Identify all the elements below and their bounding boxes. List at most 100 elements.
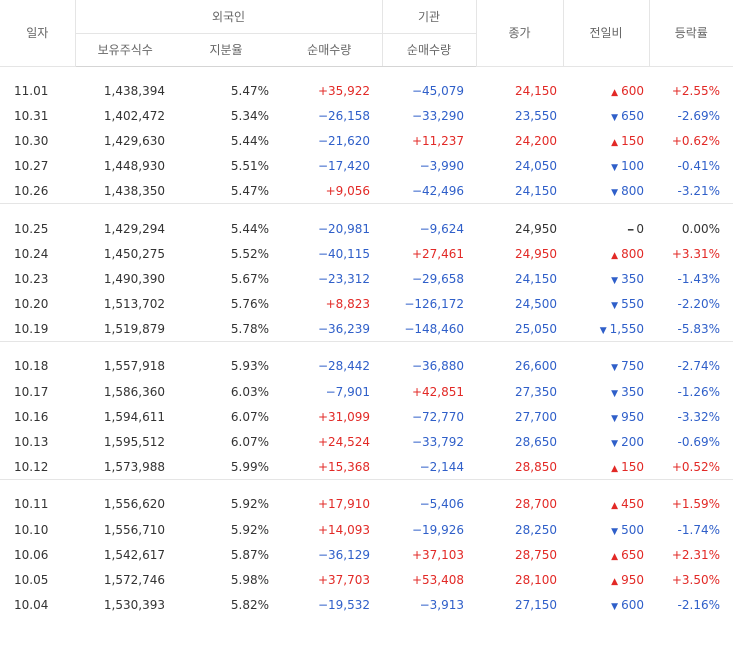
table-row: 10.16 1,594,611 6.07% +31,099 −72,770 27,700 ▼… xyxy=(0,404,733,429)
foreign-net-cell: +15,368 xyxy=(317,459,370,474)
foreign-net-cell: +35,922 xyxy=(317,83,370,98)
table-header: 일자 외국인 기관 종가 전일비 등락률 보유주식수 지분율 순매수량 순매수량 xyxy=(0,0,733,67)
close-cell: 28,250 xyxy=(515,522,557,537)
foreign-net-cell: −21,620 xyxy=(317,133,370,148)
inst-net-cell: −29,658 xyxy=(411,271,464,286)
triangle-down-icon: ▼ xyxy=(611,275,619,286)
ratio-cell: 6.07% xyxy=(230,409,269,424)
header-foreign-net: 순매수량 xyxy=(277,33,382,67)
header-rate: 등락률 xyxy=(648,0,733,67)
holdings-cell: 1,556,620 xyxy=(103,497,165,512)
foreign-net-cell: +37,703 xyxy=(317,572,370,587)
ratio-cell: 5.82% xyxy=(230,598,269,613)
triangle-down-icon: ▼ xyxy=(611,526,619,537)
change-cell: ▲ 800 xyxy=(563,241,649,266)
rate-cell: +0.52% xyxy=(671,459,720,474)
close-cell: 24,200 xyxy=(515,133,557,148)
dash-icon: ━ xyxy=(627,225,634,236)
foreign-net-cell: +14,093 xyxy=(317,522,370,537)
date-cell: 10.16 xyxy=(14,409,49,424)
date-cell: 10.04 xyxy=(14,598,49,613)
triangle-down-icon: ▼ xyxy=(611,413,619,424)
foreign-net-cell: −23,312 xyxy=(317,271,370,286)
rate-cell: -1.74% xyxy=(677,522,720,537)
rate-cell: +0.62% xyxy=(671,133,720,148)
triangle-down-icon: ▼ xyxy=(611,388,619,399)
ratio-cell: 5.44% xyxy=(230,133,269,148)
holdings-cell: 1,556,710 xyxy=(103,522,165,537)
date-cell: 10.25 xyxy=(14,221,49,236)
table-row: 10.05 1,572,746 5.98% +37,703 +53,408 28,100 ▲… xyxy=(0,567,733,592)
group-spacer xyxy=(0,203,733,216)
rate-cell: +3.31% xyxy=(671,246,720,261)
change-value: 800 xyxy=(621,246,644,261)
triangle-down-icon: ▼ xyxy=(611,602,619,613)
header-holdings: 보유주식수 xyxy=(74,33,175,67)
date-cell: 10.06 xyxy=(14,547,49,562)
rate-cell: -1.26% xyxy=(677,384,720,399)
close-cell: 27,150 xyxy=(515,598,557,613)
table-row: 11.01 1,438,394 5.47% +35,922 −45,079 24,150 ▲… xyxy=(0,78,733,103)
close-cell: 27,350 xyxy=(515,384,557,399)
triangle-down-icon: ▼ xyxy=(611,439,619,450)
change-value: 200 xyxy=(621,435,644,450)
date-cell: 10.23 xyxy=(14,271,49,286)
inst-net-cell: −45,079 xyxy=(411,83,464,98)
foreign-net-cell: −7,901 xyxy=(325,384,370,399)
header-ratio: 지분율 xyxy=(175,33,277,67)
table-row: 10.23 1,490,390 5.67% −23,312 −29,658 24,150 ▼… xyxy=(0,266,733,291)
date-cell: 10.05 xyxy=(14,572,49,587)
inst-net-cell: +37,103 xyxy=(411,547,464,562)
inst-net-cell: −42,496 xyxy=(411,184,464,199)
table-row: 10.25 1,429,294 5.44% −20,981 −9,624 24,950 ━ 0… xyxy=(0,216,733,241)
change-value: 600 xyxy=(621,83,644,98)
foreign-net-cell: −40,115 xyxy=(317,246,370,261)
change-cell: ▼ 550 xyxy=(563,292,649,317)
date-cell: 11.01 xyxy=(14,83,49,98)
holdings-cell: 1,519,879 xyxy=(103,322,165,337)
change-value: 650 xyxy=(621,108,644,123)
close-cell: 24,950 xyxy=(515,246,557,261)
inst-net-cell: −19,926 xyxy=(411,522,464,537)
ratio-cell: 5.51% xyxy=(230,159,269,174)
change-value: 450 xyxy=(621,497,644,512)
close-cell: 28,100 xyxy=(515,572,557,587)
inst-net-cell: −5,406 xyxy=(419,497,464,512)
change-value: 0 xyxy=(636,221,644,236)
inst-net-cell: −9,624 xyxy=(419,221,464,236)
triangle-up-icon: ▲ xyxy=(611,87,619,98)
triangle-up-icon: ▲ xyxy=(611,463,619,474)
holdings-cell: 1,594,611 xyxy=(103,409,165,424)
close-cell: 24,150 xyxy=(515,83,557,98)
date-cell: 10.30 xyxy=(14,133,49,148)
rate-cell: -0.41% xyxy=(677,159,720,174)
table-row: 10.13 1,595,512 6.07% +24,524 −33,792 28,650 ▼… xyxy=(0,429,733,454)
inst-net-cell: −148,460 xyxy=(404,322,464,337)
close-cell: 25,050 xyxy=(515,322,557,337)
close-cell: 26,600 xyxy=(515,359,557,374)
table-row: 10.30 1,429,630 5.44% −21,620 +11,237 24,200 ▲… xyxy=(0,128,733,153)
table-row: 10.17 1,586,360 6.03% −7,901 +42,851 27,350 ▼ 3… xyxy=(0,379,733,404)
change-cell: ▲ 450 xyxy=(563,492,649,517)
change-cell: ▼ 750 xyxy=(563,354,649,379)
change-cell: ▲ 150 xyxy=(563,128,649,153)
change-value: 1,550 xyxy=(609,322,644,337)
change-cell: ▲ 150 xyxy=(563,455,649,480)
table-row: 10.18 1,557,918 5.93% −28,442 −36,880 26,600 ▼… xyxy=(0,354,733,379)
ratio-cell: 5.99% xyxy=(230,459,269,474)
date-cell: 10.17 xyxy=(14,384,49,399)
inst-net-cell: −3,990 xyxy=(419,159,464,174)
triangle-down-icon: ▼ xyxy=(611,163,619,174)
close-cell: 28,750 xyxy=(515,547,557,562)
change-cell: ▲ 650 xyxy=(563,542,649,567)
table-row: 10.24 1,450,275 5.52% −40,115 +27,461 24,950 ▲… xyxy=(0,241,733,266)
ratio-cell: 6.03% xyxy=(230,384,269,399)
holdings-cell: 1,429,630 xyxy=(103,133,165,148)
ratio-cell: 5.47% xyxy=(230,83,269,98)
group-spacer xyxy=(0,66,733,78)
triangle-up-icon: ▲ xyxy=(611,501,619,512)
date-cell: 10.31 xyxy=(14,108,49,123)
foreign-net-cell: +8,823 xyxy=(325,297,370,312)
ratio-cell: 5.44% xyxy=(230,221,269,236)
table-row: 10.19 1,519,879 5.78% −36,239 −148,460 25,050… xyxy=(0,317,733,342)
